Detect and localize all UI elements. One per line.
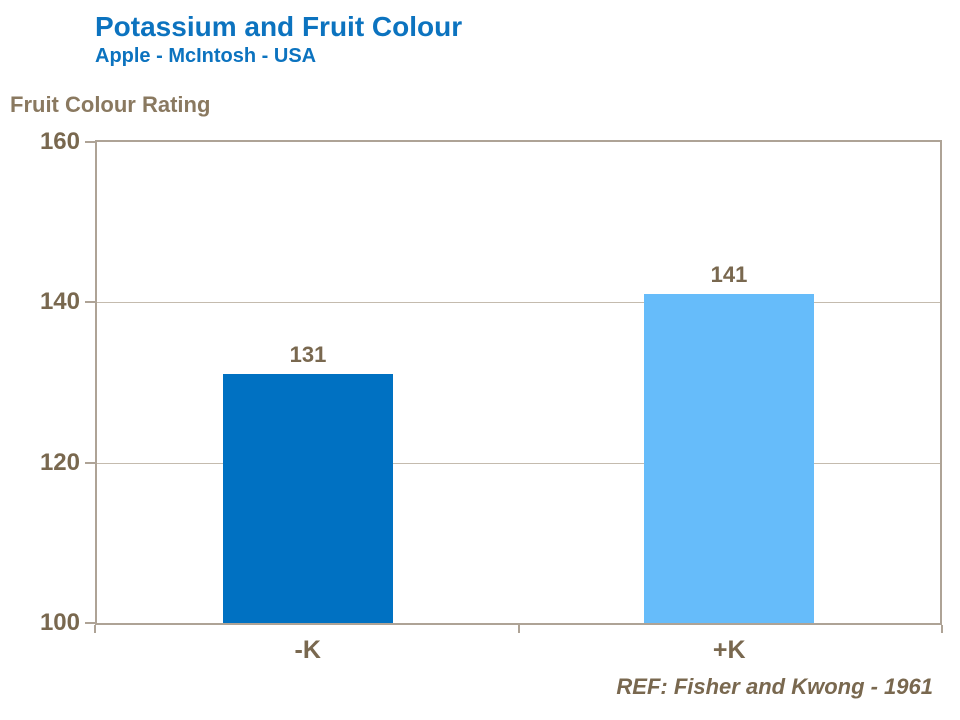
y-axis-title: Fruit Colour Rating <box>10 92 211 117</box>
bar-value-label-0: 131 <box>289 342 327 367</box>
y-tick-160 <box>85 141 95 143</box>
y-tick-label-160: 160 <box>39 128 80 155</box>
x-tick-0 <box>94 625 96 633</box>
gridline-120 <box>97 463 940 464</box>
x-category-label-0: -K <box>294 636 321 664</box>
bar-category-0 <box>223 374 393 623</box>
bar-category-1 <box>644 294 814 623</box>
y-tick-100 <box>85 622 95 624</box>
y-tick-label-140: 140 <box>39 288 80 316</box>
page-title: Potassium and Fruit Colour <box>95 11 463 42</box>
y-tick-120 <box>85 461 95 464</box>
plot-area: 131 141 <box>95 140 942 625</box>
gridline-140 <box>97 302 940 303</box>
y-tick-140 <box>85 301 95 304</box>
x-tick-1 <box>518 625 520 633</box>
reference-text: REF: Fisher and Kwong - 1961 <box>616 674 933 699</box>
page-subtitle: Apple - McIntosh - USA <box>95 45 317 67</box>
x-tick-2 <box>941 625 943 633</box>
y-tick-label-100: 100 <box>39 609 80 636</box>
x-category-label-1: +K <box>712 636 746 664</box>
y-tick-label-120: 120 <box>39 448 80 476</box>
bar-value-label-1: 141 <box>710 262 748 287</box>
